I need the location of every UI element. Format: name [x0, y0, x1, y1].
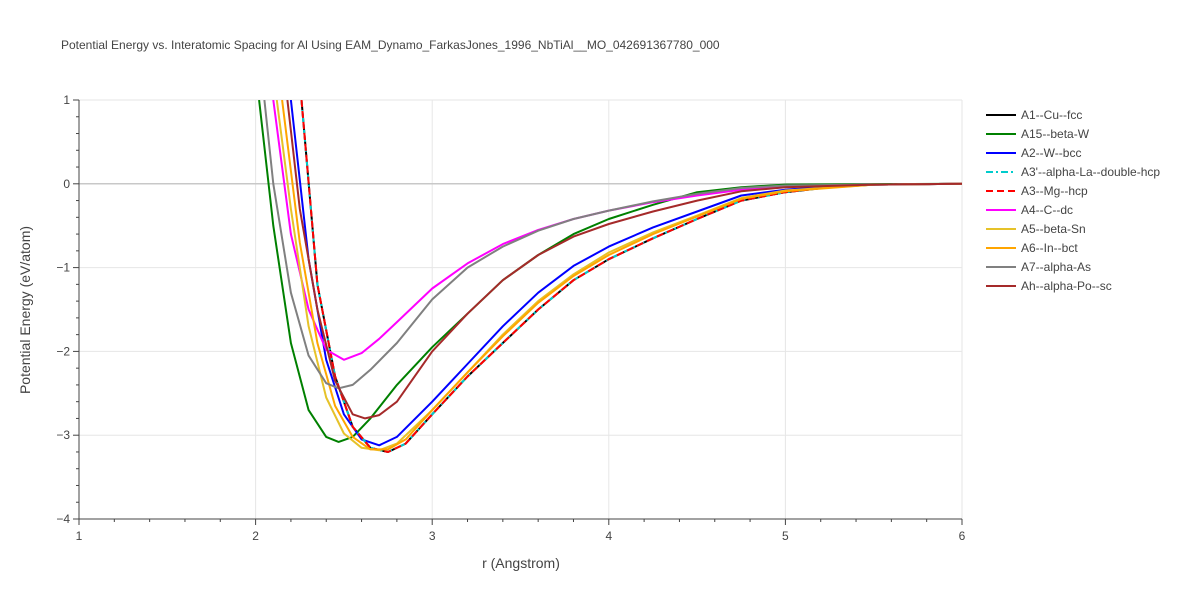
x-tick-label: 3 [429, 529, 436, 543]
legend-label: A3--Mg--hcp [1021, 184, 1088, 198]
series-line-2 [289, 100, 962, 447]
legend-item[interactable]: A1--Cu--fcc [986, 108, 1082, 122]
series-line-8 [263, 100, 962, 390]
series-line-3 [300, 100, 962, 453]
y-tick-label: −3 [56, 428, 70, 442]
x-tick-label: 6 [959, 529, 966, 543]
y-tick-label: 0 [63, 177, 70, 191]
legend-label: A5--beta-Sn [1021, 222, 1086, 236]
legend-item[interactable]: A3--Mg--hcp [986, 184, 1088, 198]
legend-label: A1--Cu--fcc [1021, 108, 1082, 122]
legend-item[interactable]: A15--beta-W [986, 127, 1090, 141]
x-tick-label: 5 [782, 529, 789, 543]
series-line-5 [272, 100, 962, 361]
legend-label: A4--C--dc [1021, 203, 1073, 217]
legend-item[interactable]: A5--beta-Sn [986, 222, 1086, 236]
series-line-0 [300, 100, 962, 453]
legend-item[interactable]: Ah--alpha-Po--sc [986, 279, 1112, 293]
grid-layer [79, 99, 963, 519]
chart-title: Potential Energy vs. Interatomic Spacing… [61, 38, 720, 52]
legend-item[interactable]: A6--In--bct [986, 241, 1078, 255]
y-tick-label: −4 [56, 512, 70, 526]
y-tick-label: 1 [63, 93, 70, 107]
x-tick-label: 2 [252, 529, 259, 543]
legend-label: A15--beta-W [1021, 127, 1090, 141]
legend-item[interactable]: A3'--alpha-La--double-hcp [986, 165, 1160, 179]
series-line-1 [258, 100, 962, 443]
legend: A1--Cu--fcc A15--beta-W A2--W--bcc A3'--alp… [986, 108, 1160, 293]
legend-label: A7--alpha-As [1021, 260, 1091, 274]
legend-label: A2--W--bcc [1021, 146, 1081, 160]
series-line-4 [300, 100, 962, 453]
legend-label: A3'--alpha-La--double-hcp [1021, 165, 1160, 179]
axes-layer: 1 2 3 4 5 6 −4 −3 −2 −1 0 1 [56, 93, 965, 543]
series-line-9 [286, 100, 962, 420]
x-tick-label: 1 [76, 529, 83, 543]
legend-label: Ah--alpha-Po--sc [1021, 279, 1112, 293]
x-axis-title: r (Angstrom) [482, 555, 560, 571]
legend-item[interactable]: A4--C--dc [986, 203, 1073, 217]
x-tick-label: 4 [605, 529, 612, 543]
legend-item[interactable]: A2--W--bcc [986, 146, 1081, 160]
legend-item[interactable]: A7--alpha-As [986, 260, 1091, 274]
y-tick-label: −1 [56, 261, 70, 275]
series-line-7 [281, 100, 962, 451]
series-line-6 [275, 100, 962, 452]
y-axis-title: Potential Energy (eV/atom) [17, 226, 33, 394]
y-tick-label: −2 [56, 344, 70, 358]
series-layer [258, 100, 962, 453]
legend-label: A6--In--bct [1021, 241, 1078, 255]
